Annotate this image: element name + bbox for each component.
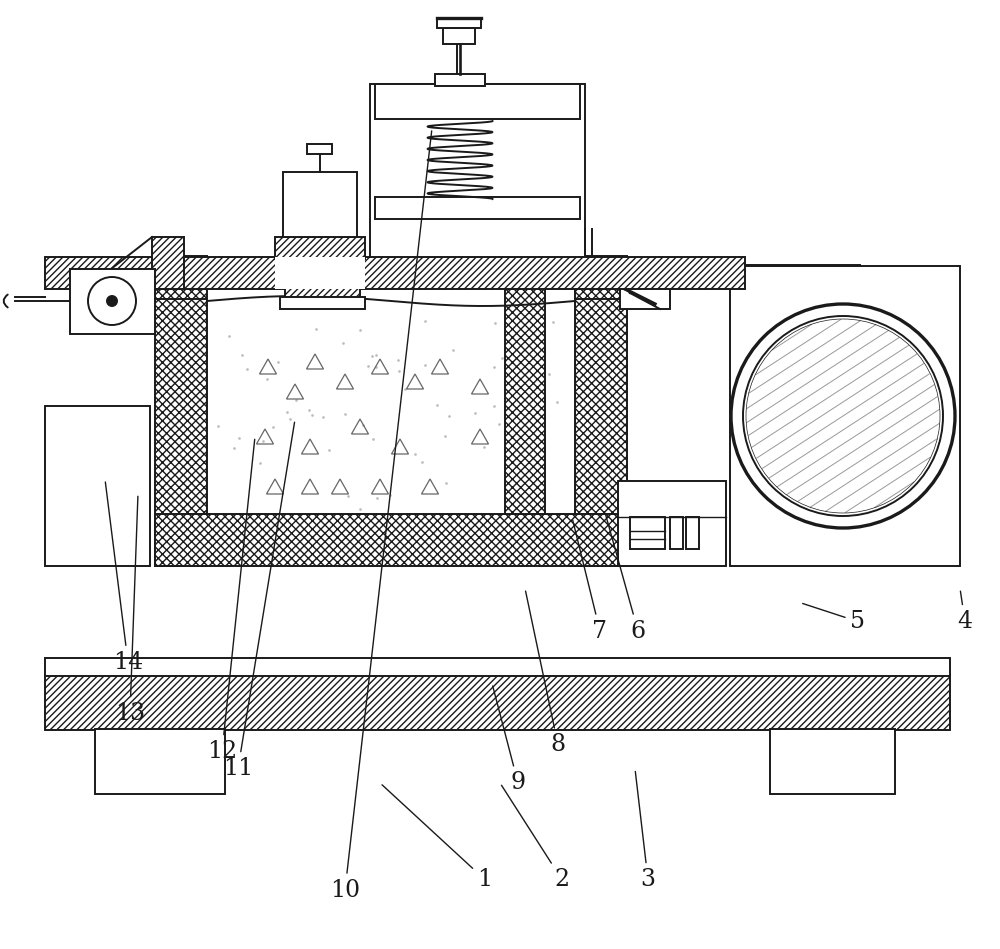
Bar — [375, 84, 580, 119]
Text: 7: 7 — [573, 520, 608, 642]
Bar — [152, 237, 184, 289]
Bar — [283, 172, 357, 237]
Bar — [370, 84, 585, 259]
Circle shape — [743, 316, 943, 516]
Text: 5: 5 — [803, 604, 866, 633]
Bar — [155, 256, 207, 566]
Bar — [285, 279, 360, 299]
Bar — [45, 406, 150, 566]
Text: 2: 2 — [501, 785, 570, 891]
Text: 6: 6 — [606, 515, 646, 642]
Bar — [435, 74, 485, 86]
Text: 4: 4 — [957, 591, 973, 633]
Text: 12: 12 — [207, 439, 255, 763]
Bar — [95, 729, 225, 794]
Bar — [443, 28, 475, 44]
Bar — [670, 517, 683, 549]
Bar — [155, 514, 627, 566]
Bar — [505, 259, 545, 514]
Bar — [575, 256, 627, 566]
Bar — [730, 266, 960, 566]
Bar — [45, 257, 745, 289]
Bar — [275, 257, 365, 289]
Bar — [437, 18, 481, 28]
Bar — [45, 658, 950, 676]
Bar — [280, 297, 365, 309]
Circle shape — [731, 304, 955, 528]
Bar — [620, 287, 670, 309]
Text: 3: 3 — [635, 772, 656, 891]
Bar — [307, 144, 332, 154]
Bar — [275, 257, 365, 289]
Bar — [630, 517, 665, 549]
Bar — [155, 259, 275, 299]
Bar — [207, 259, 575, 514]
Bar — [618, 481, 726, 566]
Bar — [686, 517, 699, 549]
Text: 1: 1 — [382, 785, 493, 891]
Bar — [620, 265, 860, 287]
Text: 9: 9 — [493, 686, 526, 794]
Text: 10: 10 — [330, 131, 432, 902]
Bar — [70, 269, 155, 334]
Bar — [275, 237, 365, 259]
Bar — [45, 675, 950, 730]
Bar — [375, 197, 580, 219]
Circle shape — [88, 277, 136, 325]
Bar — [435, 259, 627, 299]
Circle shape — [107, 296, 117, 306]
Text: 11: 11 — [223, 422, 295, 780]
Text: 13: 13 — [115, 496, 145, 725]
Text: 8: 8 — [526, 591, 566, 756]
Text: 14: 14 — [105, 482, 143, 674]
Bar — [770, 729, 895, 794]
